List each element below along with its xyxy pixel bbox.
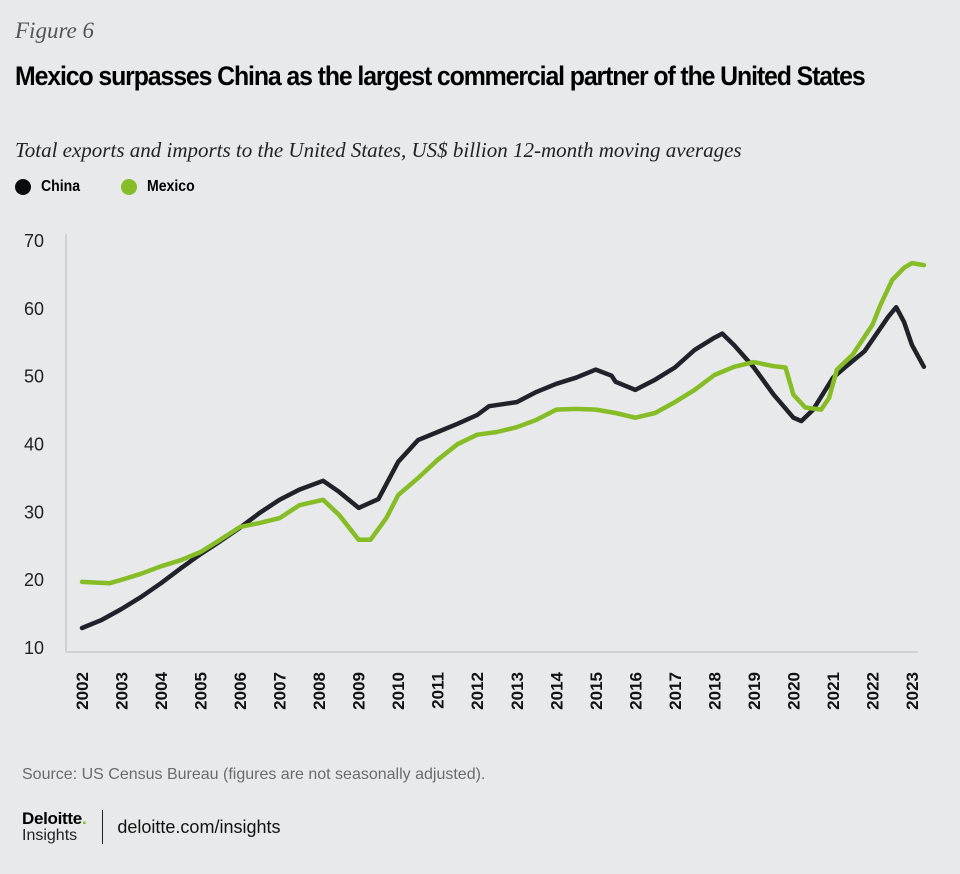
x-tick-label: 2014 (547, 671, 566, 709)
footer: Deloitte. Insights deloitte.com/insights (22, 810, 280, 844)
legend-label-china: China (41, 178, 81, 195)
x-tick-label: 2013 (508, 672, 527, 710)
series-group (79, 260, 927, 631)
x-tick-label: 2010 (389, 672, 408, 710)
x-tick-label: 2008 (310, 672, 329, 710)
brand-sub: Insights (22, 827, 78, 844)
x-tick-label: 2016 (626, 672, 645, 710)
y-tick-label: 20 (24, 570, 44, 590)
axes: 10 20 30 40 50 60 70 2002 2003 2004 2005 2006 2007 20… (24, 231, 922, 710)
chart-title: Mexico surpasses China as the largest co… (15, 61, 866, 91)
x-tick-label: 2012 (468, 672, 487, 710)
y-tick-label: 30 (24, 502, 44, 522)
series-line-china (79, 304, 927, 631)
x-tick-label: 2019 (745, 672, 764, 710)
x-tick-label: 2018 (705, 672, 724, 710)
site-link[interactable]: deloitte.com/insights (117, 816, 281, 837)
x-tick-label: 2022 (863, 672, 882, 710)
x-tick-label: 2023 (903, 672, 922, 710)
deloitte-insights-logo: Deloitte. Insights (22, 809, 87, 844)
x-tick-label: 2011 (429, 672, 448, 709)
legend: China Mexico (15, 178, 238, 196)
legend-swatch-china (15, 179, 31, 195)
x-tick-label: 2017 (666, 672, 685, 710)
source-note: Source: US Census Bureau (figures are no… (22, 766, 486, 783)
chart-subtitle: Total exports and imports to the United … (15, 138, 742, 162)
x-tick-label: 2009 (350, 672, 369, 710)
series-line-mexico (79, 260, 927, 586)
x-tick-label: 2006 (231, 672, 250, 710)
brand-name: Deloitte (22, 809, 82, 828)
y-tick-label: 40 (24, 435, 44, 455)
brand-dot: . (81, 809, 87, 828)
x-tick-label: 2021 (824, 672, 843, 710)
figure-label: Figure 6 (15, 18, 94, 43)
legend-swatch-mexico (121, 179, 138, 195)
y-tick-label: 10 (24, 638, 44, 658)
x-tick-label: 2015 (587, 672, 606, 710)
legend-item-china: China (15, 178, 85, 196)
x-tick-label: 2002 (73, 672, 92, 710)
y-tick-label: 70 (24, 231, 44, 251)
y-tick-label: 50 (24, 367, 44, 387)
y-tick-label: 60 (24, 299, 44, 319)
x-tick-label: 2020 (784, 672, 803, 710)
x-tick-label: 2005 (192, 672, 211, 710)
legend-item-mexico: Mexico (121, 178, 201, 196)
x-tick-label: 2003 (113, 672, 132, 710)
line-chart: 10 20 30 40 50 60 70 2002 2003 2004 2005 2006 2007 20… (24, 231, 927, 710)
x-tick-label: 2007 (271, 672, 290, 710)
x-tick-label: 2004 (152, 671, 171, 709)
legend-label-mexico: Mexico (147, 178, 196, 195)
footer-divider (102, 810, 104, 844)
